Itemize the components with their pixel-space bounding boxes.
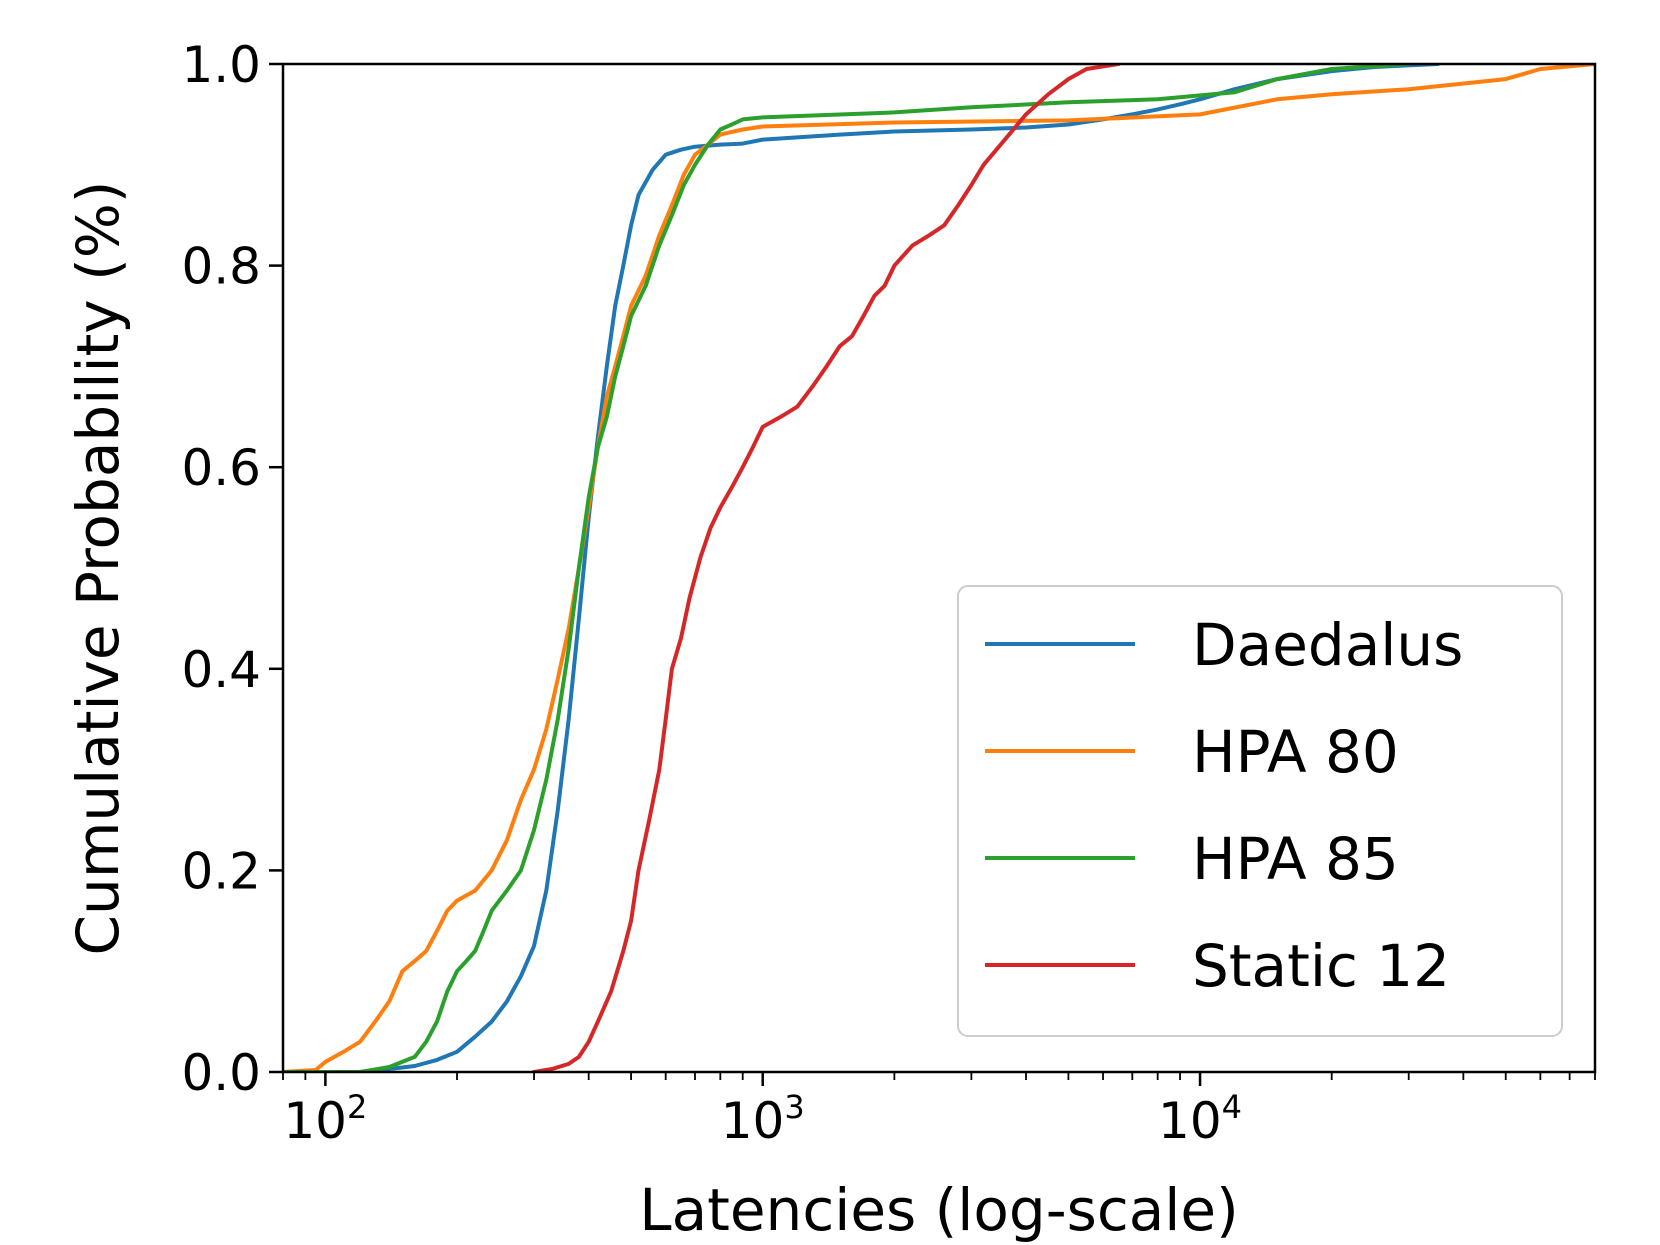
plot-frame: [281, 62, 1597, 1074]
x-axis: 102 103 104: [282, 1072, 1596, 1150]
legend-label-hpa-80: HPA 80: [1192, 718, 1399, 786]
y-tick-label: 0.0: [181, 1044, 261, 1102]
y-axis-label: Cumulative Probability (%): [64, 181, 132, 956]
legend: Daedalus HPA 80 HPA 85 Static 12: [957, 585, 1563, 1037]
y-tick-label: 1.0: [181, 36, 261, 94]
x-tick-label: 102: [283, 1088, 367, 1150]
legend-label-daedalus: Daedalus: [1192, 611, 1463, 679]
y-tick-label: 0.4: [181, 641, 261, 699]
y-axis: 0.0 0.2 0.4 0.6 0.8 1.0: [181, 36, 283, 1102]
legend-label-static-12: Static 12: [1192, 932, 1450, 1000]
series-line-daedalus: [283, 64, 1440, 1072]
x-tick-label: 103: [721, 1088, 805, 1150]
y-tick-label: 0.8: [181, 238, 261, 296]
y-tick-label: 0.6: [181, 439, 261, 497]
x-tick-label: 104: [1158, 1088, 1242, 1150]
series-line-static-12: [532, 64, 1121, 1072]
legend-label-hpa-85: HPA 85: [1192, 825, 1399, 893]
legend-box: [957, 585, 1563, 1037]
series-line-hpa-85: [283, 64, 1411, 1072]
y-tick-label: 0.2: [181, 842, 261, 900]
x-axis-label: Latencies (log-scale): [639, 1176, 1238, 1244]
series-layer: [283, 64, 1595, 1072]
